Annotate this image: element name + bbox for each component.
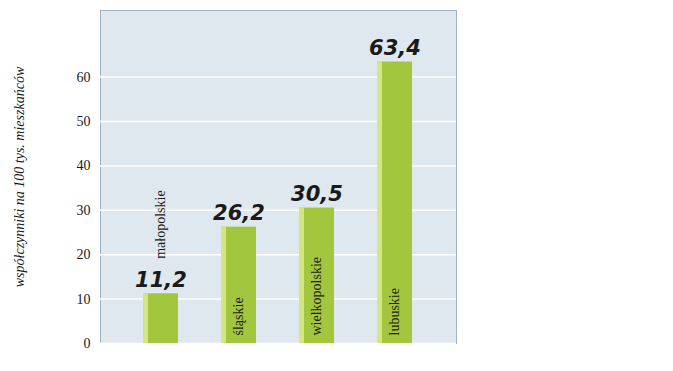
svg-text:63,4: 63,4	[369, 36, 421, 60]
svg-text:10: 10	[77, 292, 91, 307]
svg-text:11,2: 11,2	[135, 267, 187, 291]
svg-text:małopolskie: małopolskie	[153, 190, 168, 258]
svg-text:0: 0	[84, 336, 91, 351]
svg-text:30,5: 30,5	[291, 182, 343, 206]
svg-text:40: 40	[77, 158, 91, 173]
svg-text:wielkopolskie: wielkopolskie	[309, 257, 324, 336]
svg-text:60: 60	[77, 70, 91, 85]
svg-text:lubuskie: lubuskie	[387, 288, 402, 335]
svg-text:śląskie: śląskie	[231, 297, 246, 335]
svg-text:26,2: 26,2	[213, 201, 265, 225]
svg-text:50: 50	[77, 114, 91, 129]
svg-text:współczynniki na 100 tys. mies: współczynniki na 100 tys. mieszkańców	[12, 66, 27, 287]
svg-text:20: 20	[77, 247, 91, 262]
svg-text:30: 30	[77, 203, 91, 218]
